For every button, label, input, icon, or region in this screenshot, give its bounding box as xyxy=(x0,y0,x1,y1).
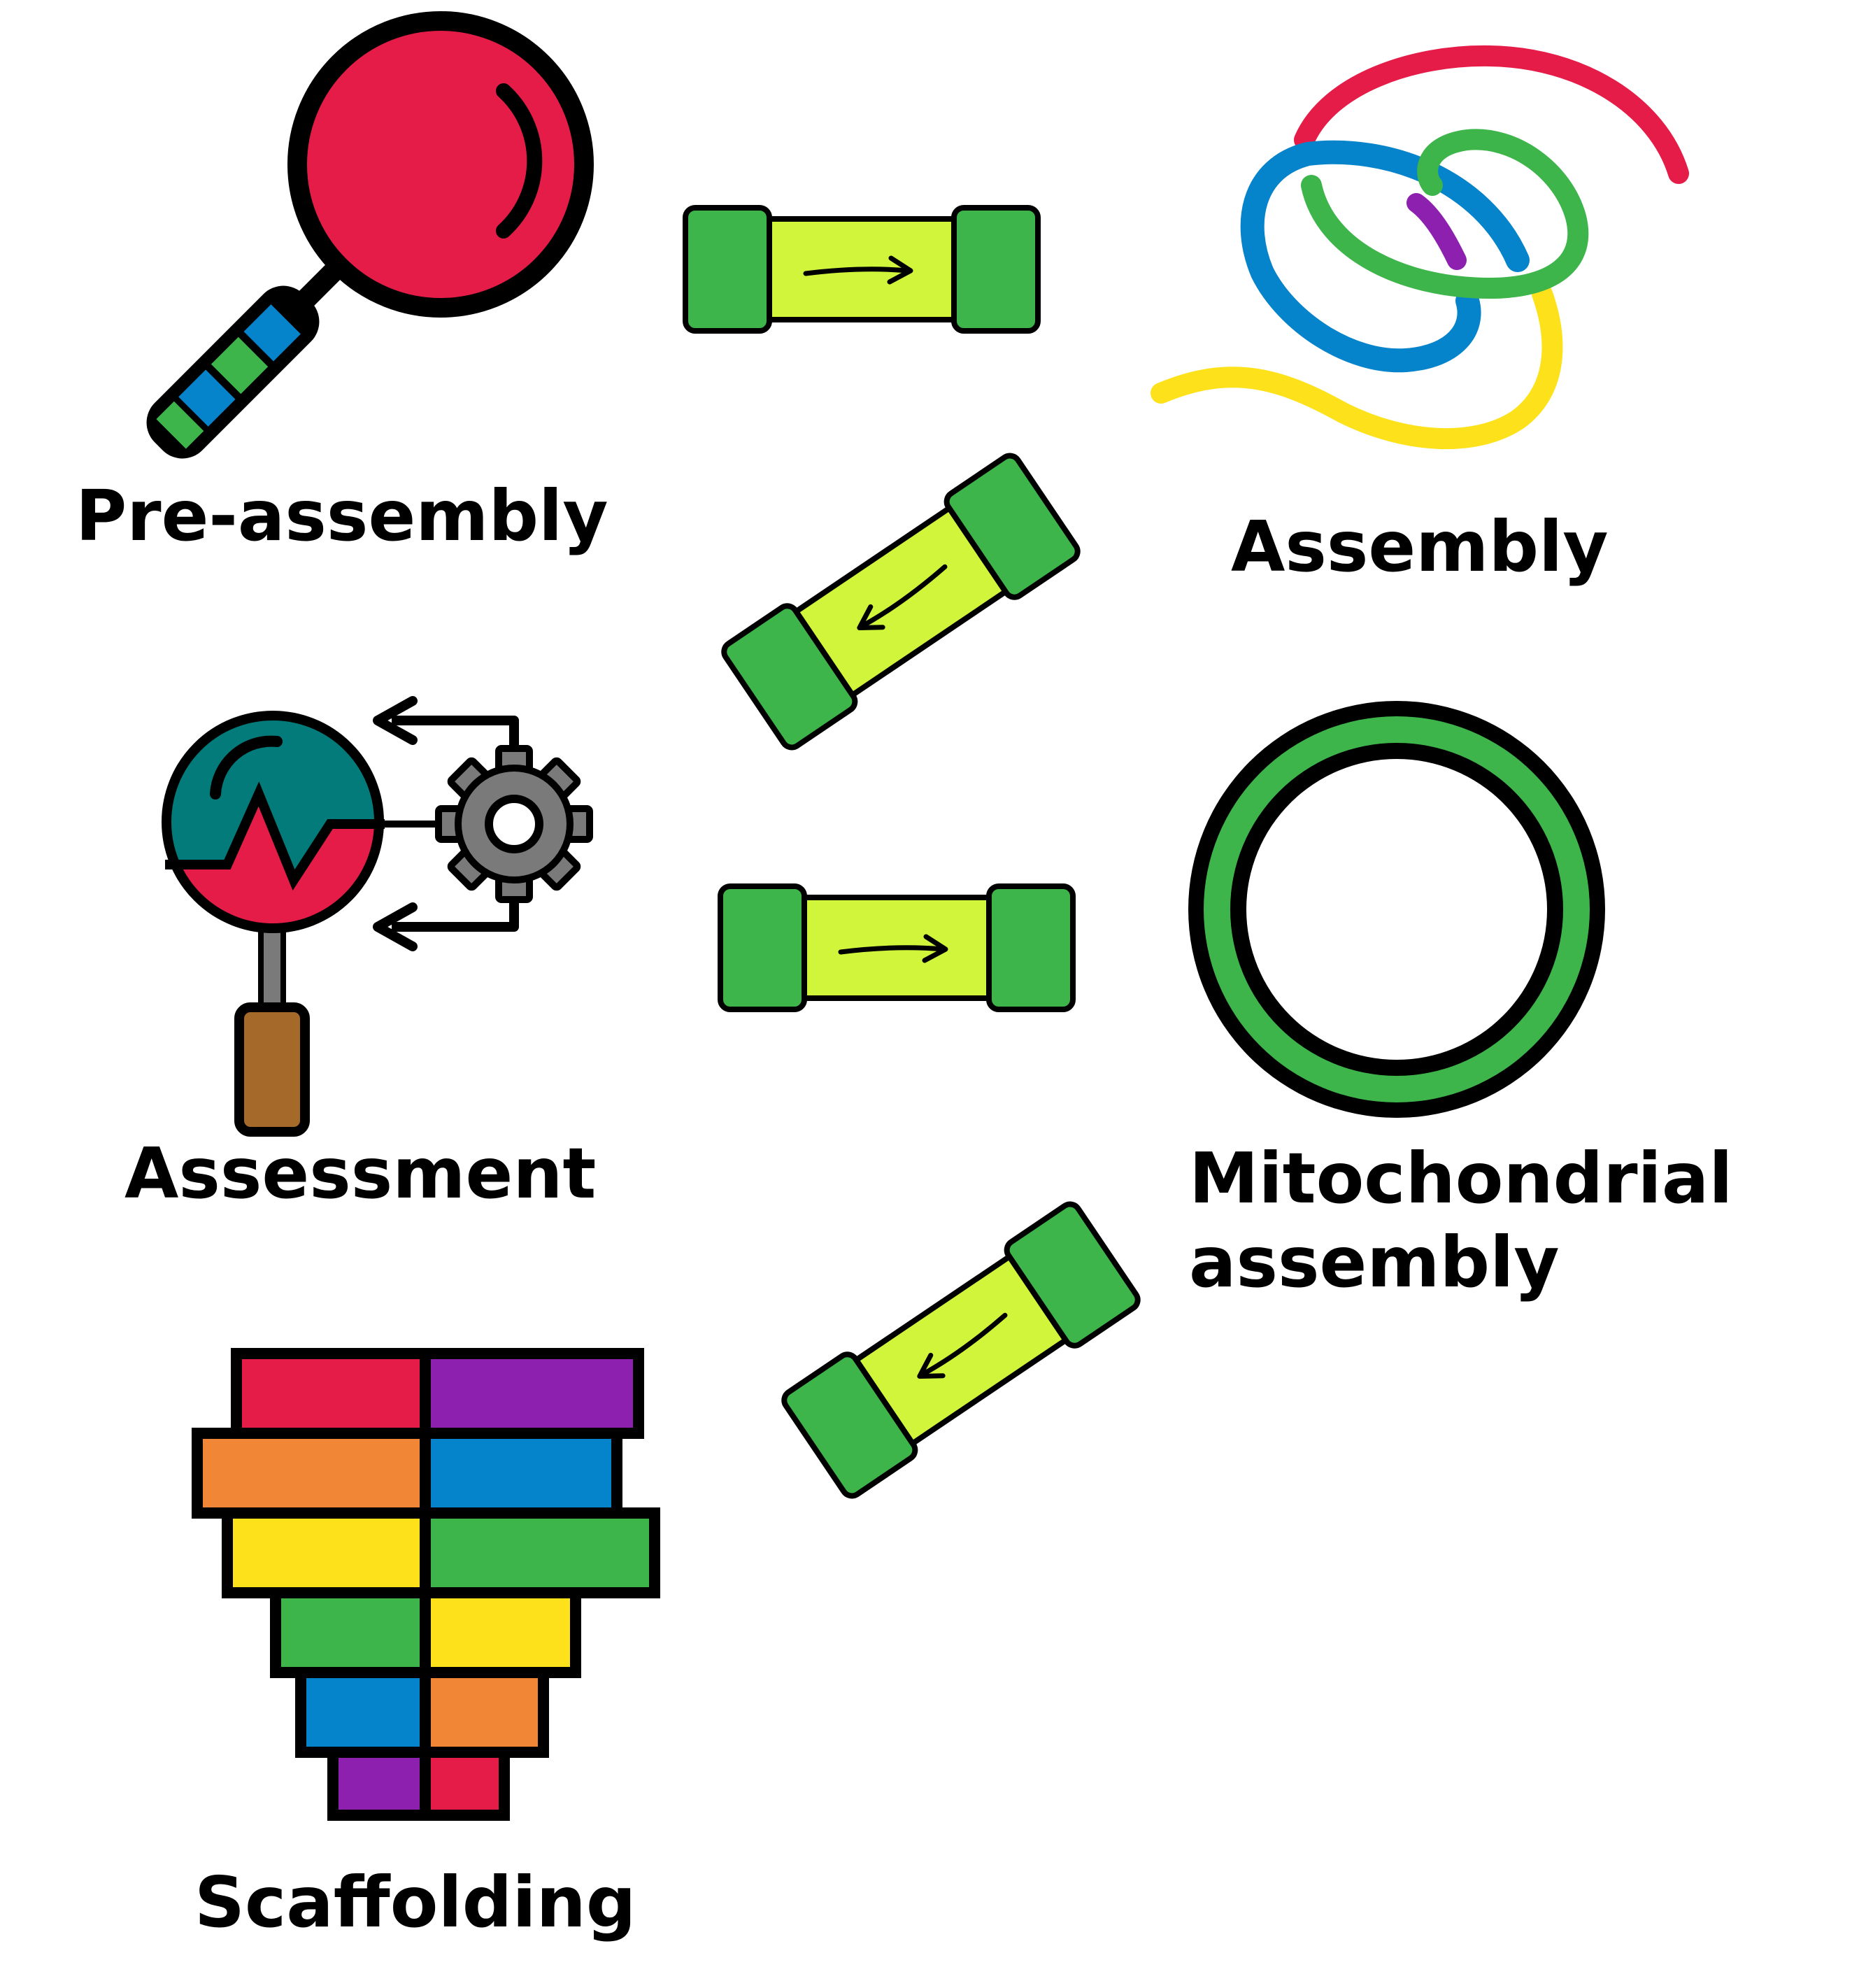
scaffolding-label: Scaffolding xyxy=(194,1861,636,1943)
pre-assembly-label: Pre-assembly xyxy=(76,475,608,557)
assembly-label: Assembly xyxy=(1231,506,1609,588)
pipe-arrow-icon xyxy=(720,886,1073,1009)
pipe-arrow-icon xyxy=(720,452,1081,751)
assessment-label: Assessment xyxy=(124,1133,597,1214)
pipe-arrow-icon xyxy=(685,208,1038,331)
magnifying-glass-icon xyxy=(146,11,594,459)
mitochondrial-assembly-label: Mitochondrial assembly xyxy=(1189,1137,1733,1305)
mitochondrial-label-line1: Mitochondrial xyxy=(1189,1137,1733,1219)
gear-icon xyxy=(435,745,593,903)
stacked-blocks-icon xyxy=(192,1348,660,1821)
tangled-strands-icon xyxy=(1151,45,1689,450)
magnifier-gear-icon xyxy=(162,696,593,1137)
ring-icon xyxy=(1188,701,1605,1118)
pipe-arrow-icon xyxy=(781,1200,1141,1500)
mitochondrial-label-line2: assembly xyxy=(1189,1221,1560,1303)
